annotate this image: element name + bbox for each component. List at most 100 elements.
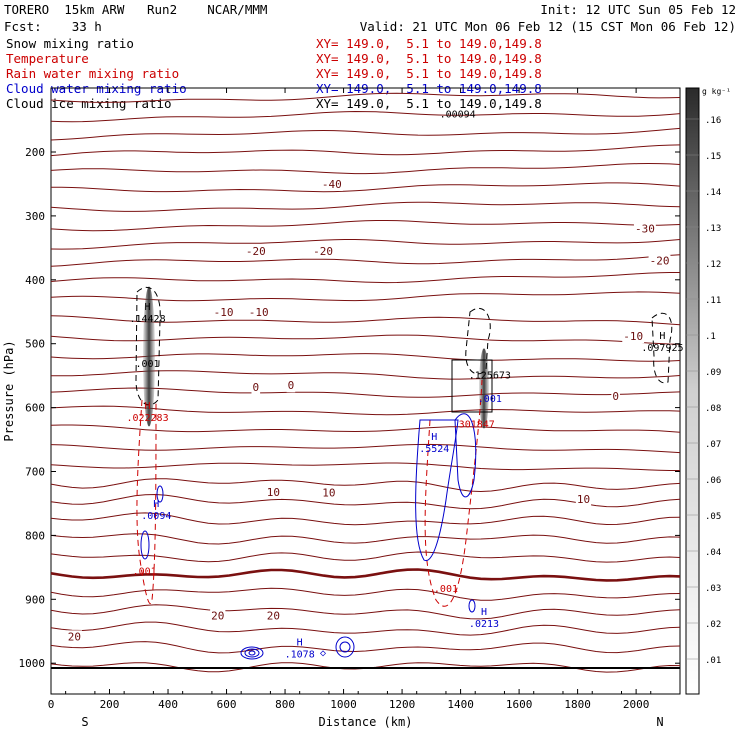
cloud-water-contour	[248, 650, 256, 656]
isotherm-label: 0	[288, 379, 295, 392]
cloud-water-contour	[240, 646, 264, 660]
isotherm-label-bg	[321, 486, 337, 500]
isotherm-label-bg	[575, 492, 592, 506]
x-tick-label: 1600	[506, 698, 533, 711]
colorbar-tick-label: .05	[705, 512, 721, 522]
isotherm-label: 10	[267, 486, 280, 499]
isotherm-label-bg	[212, 305, 235, 319]
north-label: N	[656, 715, 663, 729]
isotherm-line	[50, 621, 681, 636]
y-tick-label: 800	[25, 529, 45, 542]
colorbar-unit: g kg⁻¹	[702, 87, 731, 96]
isotherm-label: -30	[635, 223, 655, 236]
isotherm-label-bg	[320, 177, 343, 191]
extremum-value: .301847	[453, 420, 495, 431]
colorbar-tick-label: .14	[705, 188, 721, 198]
x-tick-label: 600	[217, 698, 237, 711]
isotherm-line	[50, 272, 680, 284]
colorbar-tick-label: .11	[705, 296, 721, 306]
extremum-value: .001	[135, 359, 159, 370]
isotherm-label: 0	[612, 390, 619, 403]
x-tick-label: 2000	[623, 698, 650, 711]
extremum-value: .097925	[641, 343, 683, 354]
isotherm-line	[50, 604, 681, 620]
isotherm-line	[50, 512, 681, 526]
legend-xy-cloud-ice: XY= 149.0, 5.1 to 149.0,149.8	[316, 96, 542, 111]
colorbar	[685, 87, 700, 695]
cloud-ice-contour	[465, 308, 491, 375]
legend-xy-rain: XY= 149.0, 5.1 to 149.0,149.8	[316, 66, 542, 81]
header-model: TORERO 15km ARW Run2 NCAR/MMM	[4, 2, 268, 17]
extremum-value: .125673	[469, 370, 511, 381]
extremum-value: .00094	[440, 110, 476, 121]
isotherm-line	[50, 533, 681, 545]
isotherm-label: 10	[322, 487, 335, 500]
isotherm-label-bg	[251, 381, 261, 395]
isotherm-label: -20	[650, 255, 670, 268]
isotherm-line	[50, 92, 681, 103]
isotherm-label: -20	[246, 245, 266, 258]
extremum-marker: H	[659, 331, 665, 342]
x-tick-label: 1000	[330, 698, 357, 711]
cloud-water-contour	[415, 419, 459, 562]
isotherm-line	[50, 424, 681, 433]
isotherm-line	[50, 254, 681, 267]
isotherm-line	[50, 370, 681, 380]
colorbar-tick-label: .04	[705, 548, 721, 558]
colorbar-tick-label: .01	[705, 656, 721, 666]
cloud-ice-contour	[135, 286, 161, 406]
legend-xy-temperature: XY= 149.0, 5.1 to 149.0,149.8	[316, 51, 542, 66]
colorbar-tick-label: .12	[705, 260, 721, 270]
header-valid: Valid: 21 UTC Mon 06 Feb 12 (15 CST Mon …	[359, 19, 736, 34]
extremum-value: .5524	[419, 444, 449, 455]
y-tick-label: 500	[25, 338, 45, 351]
header-init: Init: 12 UTC Sun 05 Feb 12	[540, 2, 736, 17]
isotherm-label-bg	[247, 305, 270, 319]
colorbar-tick-label: .16	[705, 116, 721, 126]
isotherm-line	[50, 443, 681, 454]
colorbar-tick-label: .1	[705, 332, 716, 342]
extremum-value: .14428	[129, 314, 165, 325]
isotherm-line	[50, 127, 681, 141]
isotherm-line	[50, 239, 681, 250]
legend-xy-snow: XY= 149.0, 5.1 to 149.0,149.8	[316, 36, 542, 51]
isotherm-line	[50, 334, 681, 345]
y-tick-label: 300	[25, 210, 45, 223]
cloud-water-contour	[244, 648, 260, 658]
isotherm-line	[50, 315, 681, 326]
isotherm-line	[50, 144, 681, 157]
isotherm-label: -20	[313, 245, 333, 258]
extremum-value: .001	[434, 584, 458, 595]
x-tick-label: 1800	[564, 698, 591, 711]
colorbar-tick-label: .03	[705, 584, 721, 594]
y-tick-label: 400	[25, 274, 45, 287]
isotherm-label: 20	[267, 609, 280, 622]
y-tick-label: 900	[25, 593, 45, 606]
isotherm-line	[50, 551, 681, 563]
isotherm-label-bg	[622, 330, 645, 344]
y-tick-label: 700	[25, 466, 45, 479]
colorbar-tick-label: .07	[705, 440, 721, 450]
legend-label-snow: Snow mixing ratio	[6, 36, 134, 51]
isotherm-line	[51, 182, 681, 193]
extremum-marker: H	[153, 499, 159, 510]
isotherm-line	[50, 162, 681, 175]
extremum-value: .022283	[126, 413, 168, 424]
colorbar-tick-label: .08	[705, 404, 721, 414]
extremum-marker: H	[145, 302, 151, 313]
rain-contour-east	[424, 379, 483, 607]
isotherm-line	[50, 462, 680, 471]
isotherm-line	[50, 387, 681, 398]
header-fcst: Fcst: 33 h	[4, 19, 102, 34]
x-tick-label: 200	[100, 698, 120, 711]
extremum-value: .0094	[141, 511, 171, 522]
isotherm-label: 20	[68, 630, 81, 643]
isotherm-label-bg	[66, 630, 83, 644]
isotherm-line	[50, 478, 681, 493]
x-tick-label: 1400	[447, 698, 474, 711]
isotherm-label: -10	[214, 306, 234, 319]
isotherm-label-bg	[648, 254, 671, 268]
isotherm-line	[50, 568, 681, 582]
cloud-water-contour	[454, 413, 477, 498]
y-tick-label: 600	[25, 402, 45, 415]
